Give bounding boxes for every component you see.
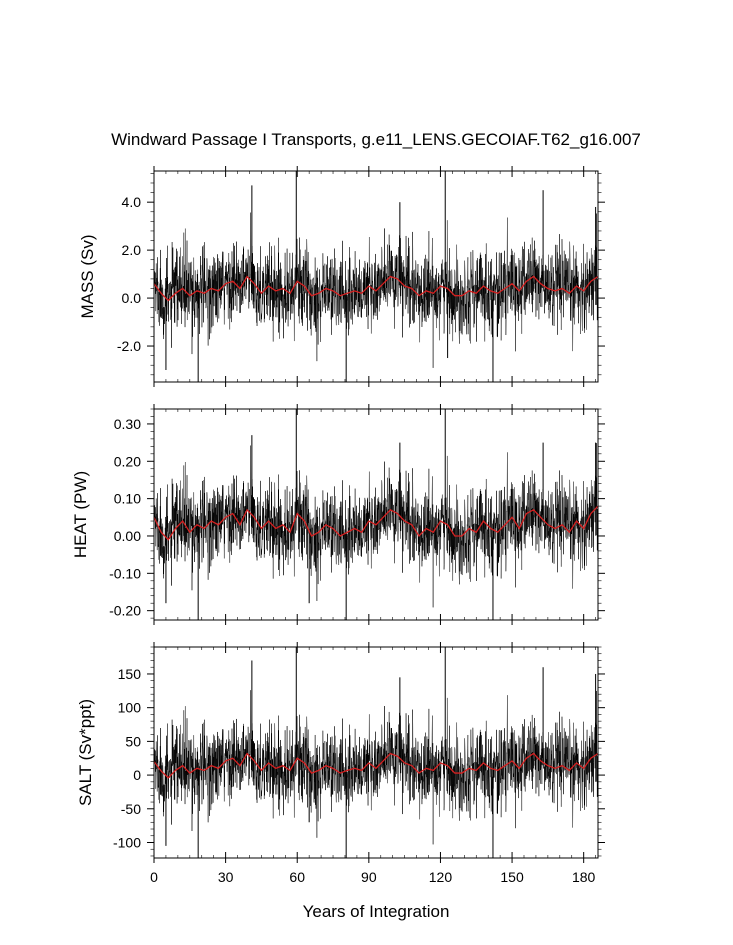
x-tick-label: 60 <box>289 869 305 885</box>
y-axis-label: MASS (Sv) <box>78 234 97 318</box>
plot-frame <box>153 646 599 859</box>
y-tick-label: -50 <box>121 801 141 817</box>
smoothed-series-line <box>154 752 598 779</box>
panel-2: -0.20 -0.10 0.00 0.10 0.20 0.30 HEAT (PW) <box>71 404 605 625</box>
x-tick-label: 180 <box>572 869 596 885</box>
chart-title: Windward Passage I Transports, g.e11_LEN… <box>111 130 641 149</box>
panels: -2.0 0.0 2.0 4.0 MASS (Sv) -0.20 -0.10 0.00 0.10… <box>71 166 605 885</box>
y-tick-label: 100 <box>118 700 142 716</box>
y-tick-label: 150 <box>118 666 142 682</box>
x-tick-label: 30 <box>218 869 234 885</box>
y-tick-label: 0.0 <box>122 290 142 306</box>
y-tick-label: -0.20 <box>109 603 141 619</box>
smoothed-series-line <box>154 275 598 302</box>
panel-3: 0 30 60 90 120 150 180 -100 -50 0 50 100 150 SALT (Sv… <box>76 642 605 885</box>
panel-1: -2.0 0.0 2.0 4.0 MASS (Sv) <box>78 166 605 387</box>
y-tick-label: 2.0 <box>122 242 142 258</box>
y-tick-label: 0.20 <box>114 453 141 469</box>
raw-series-line <box>154 690 598 845</box>
smoothed-series-line <box>154 505 598 541</box>
y-tick-label: 0 <box>133 767 141 783</box>
x-tick-label: 150 <box>500 869 524 885</box>
plot-area <box>154 647 598 858</box>
y-tick-label: 50 <box>125 733 141 749</box>
x-tick-label: 90 <box>361 869 377 885</box>
y-tick-label: -0.10 <box>109 565 141 581</box>
y-tick-label: -100 <box>113 834 141 850</box>
plot-area <box>154 409 598 620</box>
y-axis-label: SALT (Sv*ppt) <box>76 699 95 806</box>
x-tick-label: 0 <box>150 869 158 885</box>
y-tick-label: 0.30 <box>114 416 141 432</box>
y-tick-label: -2.0 <box>117 338 141 354</box>
plot-area <box>154 171 598 382</box>
plot-frame <box>153 408 599 621</box>
raw-series-line <box>154 443 598 608</box>
y-tick-label: 0.00 <box>114 528 141 544</box>
x-axis-label: Years of Integration <box>303 902 450 921</box>
y-axis-label: HEAT (PW) <box>71 471 90 558</box>
y-tick-label: 4.0 <box>122 194 142 210</box>
y-tick-label: 0.10 <box>114 491 141 507</box>
raw-series-line <box>154 212 598 368</box>
plot-frame <box>153 170 599 383</box>
x-tick-label: 120 <box>429 869 453 885</box>
